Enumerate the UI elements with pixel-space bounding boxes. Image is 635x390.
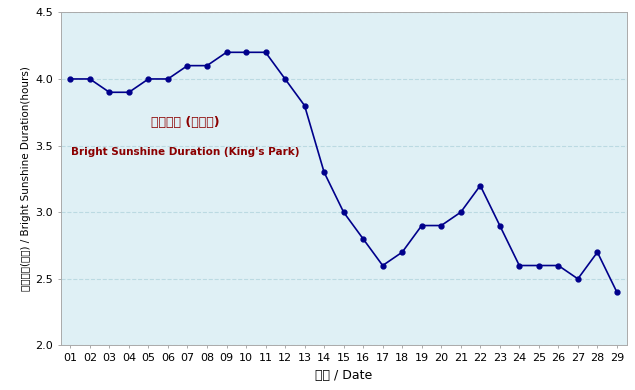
Text: Bright Sunshine Duration (King's Park): Bright Sunshine Duration (King's Park) [71, 147, 299, 157]
Text: 平均日照 (京士柳): 平均日照 (京士柳) [151, 116, 220, 129]
X-axis label: 日期 / Date: 日期 / Date [315, 369, 372, 382]
Y-axis label: 平均日照(小時) / Bright Sunshine Duration(hours): 平均日照(小時) / Bright Sunshine Duration(hour… [21, 66, 31, 291]
